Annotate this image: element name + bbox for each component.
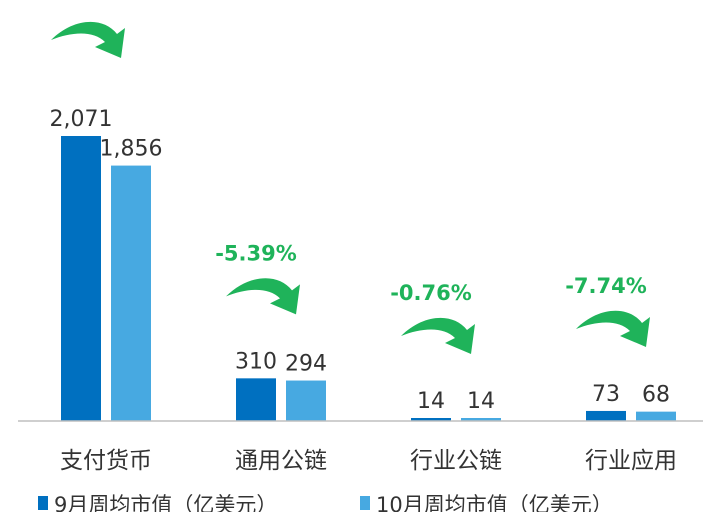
bar-1-4 — [586, 410, 626, 421]
bar-1-3 — [411, 418, 451, 421]
change-label: -0.76% — [390, 281, 472, 305]
value-label: 1,856 — [100, 137, 163, 162]
value-label: 310 — [235, 349, 277, 374]
curved-arrow-icon — [226, 278, 300, 315]
category-label: 支付货币 — [60, 448, 152, 474]
change-label: -10.38% — [33, 0, 129, 3]
value-labels: 2,071 1,856 -10.38% 310 294 -5.39% 14 14 -0.76% 7… — [33, 0, 670, 414]
bars — [61, 136, 676, 421]
legend-label: 10月周均市值（亿美元） — [376, 493, 613, 512]
curved-arrow-icon — [576, 310, 650, 347]
curved-arrow-icon — [401, 317, 475, 354]
category-label: 行业公链 — [410, 448, 502, 474]
legend-swatch — [38, 496, 48, 510]
bar-1-1 — [61, 136, 101, 421]
bar-2-1 — [111, 165, 151, 421]
bar-2-3 — [461, 418, 501, 421]
change-label: -7.74% — [565, 274, 647, 298]
curved-arrow-icon — [51, 21, 125, 59]
legend: 9月周均市值（亿美元） 10月周均市值（亿美元） — [38, 493, 613, 512]
legend-label: 9月周均市值（亿美元） — [54, 493, 277, 512]
value-label: 14 — [467, 389, 495, 414]
change-label: -5.39% — [215, 241, 297, 265]
value-label: 68 — [642, 383, 670, 408]
value-label: 73 — [592, 382, 620, 407]
value-label: 14 — [417, 389, 445, 414]
bar-2-2 — [286, 380, 326, 421]
category-label: 行业应用 — [585, 448, 677, 474]
category-label: 通用公链 — [235, 448, 327, 474]
value-label: 2,071 — [50, 107, 113, 132]
value-label: 294 — [285, 352, 327, 377]
bar-2-4 — [636, 411, 676, 421]
category-labels: 支付货币 通用公链 行业公链 行业应用 — [60, 448, 677, 474]
legend-swatch — [360, 496, 370, 510]
bar-1-2 — [236, 378, 276, 421]
